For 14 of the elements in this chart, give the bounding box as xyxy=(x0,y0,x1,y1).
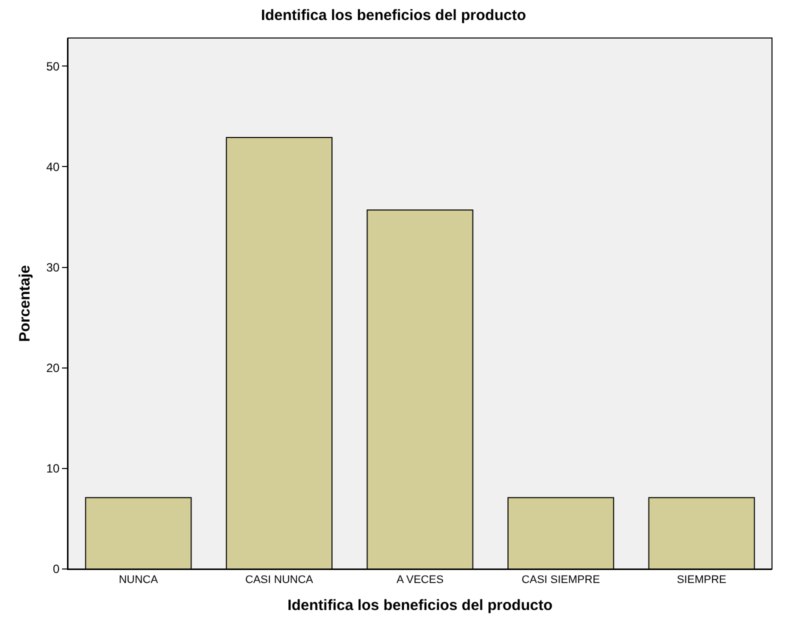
y-tick-label: 30 xyxy=(46,260,60,274)
x-tick-label: A VECES xyxy=(396,574,444,586)
x-tick-label: SIEMPRE xyxy=(676,574,726,586)
x-axis-title: Identifica los beneficios del producto xyxy=(287,597,553,614)
y-tick-label: 10 xyxy=(46,462,60,476)
x-tick-label: CASI SIEMPRE xyxy=(522,574,600,586)
y-axis-title: Porcentaje xyxy=(16,265,34,342)
y-tick-label: 0 xyxy=(52,562,60,576)
x-tick-label: CASI NUNCA xyxy=(245,574,314,586)
y-tick-label: 20 xyxy=(46,361,60,376)
chart-title: Identifica los beneficios del producto xyxy=(260,6,526,24)
y-tick-label: 50 xyxy=(46,59,60,74)
x-tick-label: NUNCA xyxy=(118,574,159,586)
y-tick-label: 40 xyxy=(46,160,60,174)
